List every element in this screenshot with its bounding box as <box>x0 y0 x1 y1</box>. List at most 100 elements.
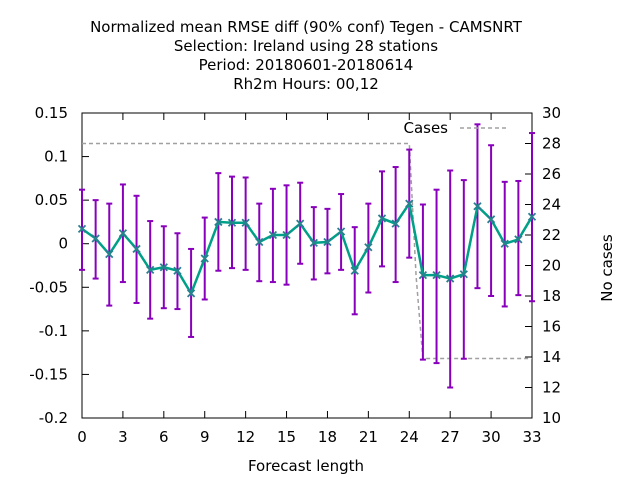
x-axis-label: Forecast length <box>248 457 364 475</box>
y2-tick-label: 14 <box>542 348 561 366</box>
data-point <box>118 229 128 238</box>
y-tick-label: -0.05 <box>29 278 68 296</box>
data-point-stroke <box>514 235 523 244</box>
data-point-stroke <box>214 217 223 227</box>
legend: Cases <box>403 119 506 137</box>
data-point-stroke <box>255 237 264 247</box>
data-point-stroke <box>173 266 182 275</box>
data-point <box>227 218 237 227</box>
data-point <box>282 230 291 240</box>
data-point <box>418 270 428 280</box>
data-point <box>432 270 441 280</box>
x-tick-label: 0 <box>77 428 87 446</box>
data-point <box>146 265 155 274</box>
data-point-stroke <box>473 202 482 211</box>
data-point <box>105 250 114 259</box>
x-tick-label: 6 <box>159 428 169 446</box>
data-point-stroke <box>105 250 114 259</box>
data-point-stroke <box>391 219 400 228</box>
x-tick-label: 18 <box>318 428 337 446</box>
y-tick-label: 0.15 <box>35 104 68 122</box>
y-tick-label: 0.05 <box>35 191 68 209</box>
mean-diff-line <box>81 200 534 297</box>
x-tick-label: 33 <box>522 428 541 446</box>
title-line: Rh2m Hours: 00,12 <box>233 75 379 93</box>
x-tick-label: 15 <box>277 428 296 446</box>
data-point-stroke <box>432 270 441 280</box>
data-point-stroke <box>323 237 332 247</box>
title-line: Period: 20180601-20180614 <box>199 56 414 74</box>
data-point <box>350 266 359 275</box>
cases-series <box>82 142 532 360</box>
data-point <box>391 219 400 228</box>
data-point-stroke <box>296 219 305 228</box>
y-axis-right-label: No cases <box>598 234 616 302</box>
mean-diff-series <box>77 199 537 298</box>
data-point <box>200 254 209 263</box>
data-point-stroke <box>364 243 373 252</box>
data-point <box>500 239 509 248</box>
x-tick-label: 24 <box>400 428 419 446</box>
data-point-stroke <box>146 265 155 274</box>
data-point-stroke <box>282 230 291 240</box>
y-tick-label: 0.1 <box>44 148 68 166</box>
data-point <box>159 263 168 272</box>
data-point-stroke <box>241 218 250 227</box>
data-point <box>473 202 482 211</box>
data-point-stroke <box>405 199 414 208</box>
y2-tick-label: 30 <box>542 104 561 122</box>
x-tick-label: 12 <box>236 428 255 446</box>
data-point <box>459 270 468 279</box>
title-line: Selection: Ireland using 28 stations <box>174 37 438 55</box>
data-point-stroke <box>500 239 509 248</box>
y2-tick-label: 24 <box>542 196 561 214</box>
y2-tick-label: 22 <box>542 226 561 244</box>
data-point-stroke <box>227 218 237 227</box>
data-point <box>527 212 537 221</box>
data-point-stroke <box>159 263 168 272</box>
data-point <box>377 214 387 223</box>
data-point <box>323 237 332 247</box>
data-point-stroke <box>446 274 455 283</box>
x-axis: 0 3 6 9 12 15 18 21 24 27 30 33 <box>77 113 542 446</box>
y-tick-label: -0.1 <box>39 322 68 340</box>
y2-tick-label: 28 <box>542 135 561 153</box>
y2-tick-label: 18 <box>542 287 561 305</box>
data-point-stroke <box>268 230 278 240</box>
data-point-stroke <box>91 234 100 243</box>
data-point <box>241 218 250 227</box>
data-point <box>296 219 305 228</box>
y-axis-left: -0.2 -0.15 -0.1 -0.05 0 0.05 0.1 0.15 <box>29 104 89 427</box>
data-point <box>446 274 455 283</box>
y2-tick-label: 12 <box>542 379 561 397</box>
x-tick-label: 3 <box>118 428 128 446</box>
y-tick-label: 0 <box>58 235 68 253</box>
x-tick-label: 30 <box>482 428 501 446</box>
data-point <box>309 238 318 247</box>
data-point-stroke <box>418 270 428 280</box>
data-point <box>255 237 264 247</box>
y-tick-label: -0.15 <box>29 365 68 383</box>
legend-label-cases: Cases <box>403 119 448 137</box>
cases-line <box>82 142 532 360</box>
data-point <box>186 289 196 298</box>
data-point-stroke <box>77 224 87 234</box>
x-tick-label: 21 <box>359 428 378 446</box>
data-point-stroke <box>132 244 141 254</box>
data-point-stroke <box>186 289 196 298</box>
data-point <box>486 215 496 224</box>
data-point-stroke <box>350 266 359 275</box>
data-point-stroke <box>118 229 128 238</box>
title-line: Normalized mean RMSE diff (90% conf) Teg… <box>90 18 523 36</box>
data-point <box>268 230 278 240</box>
x-tick-label: 27 <box>441 428 460 446</box>
data-point <box>173 266 182 275</box>
y-axis-right: 10 12 14 16 18 20 22 24 26 28 30 <box>525 104 561 427</box>
data-point <box>405 199 414 208</box>
data-point-stroke <box>527 212 537 221</box>
x-tick-label: 9 <box>200 428 210 446</box>
y2-tick-label: 26 <box>542 165 561 183</box>
data-point <box>336 227 346 236</box>
data-point <box>132 244 141 254</box>
data-point-stroke <box>459 270 468 279</box>
